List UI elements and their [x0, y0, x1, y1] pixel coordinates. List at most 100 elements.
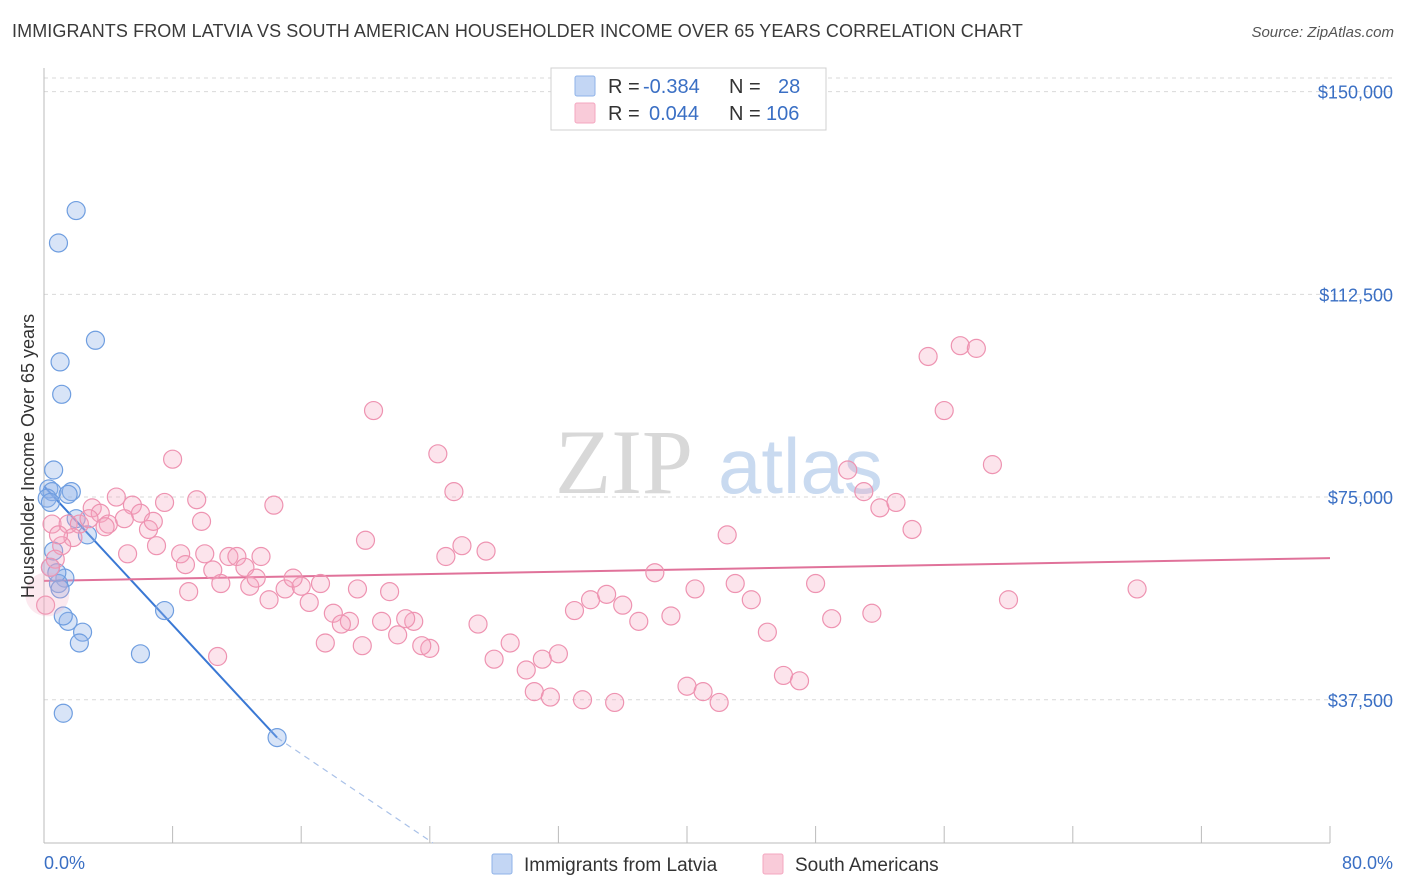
point-south-american: [264, 495, 284, 515]
point-south-american: [371, 611, 392, 631]
point-south-american: [40, 557, 61, 577]
point-south-american: [597, 584, 617, 604]
point-south-american: [516, 660, 536, 680]
point-south-american: [564, 600, 585, 621]
bottom-legend-swatch-pink: [762, 853, 784, 875]
point-south-american: [677, 676, 697, 696]
data-points: [25, 200, 1147, 748]
point-south-american: [299, 592, 319, 613]
point-south-american: [862, 603, 882, 623]
point-south-american: [870, 498, 890, 518]
point-south-american: [36, 595, 56, 615]
point-south-american: [275, 579, 295, 599]
point-south-american: [388, 625, 408, 645]
point-south-american: [580, 590, 601, 610]
point-south-american: [171, 544, 191, 564]
point-south-american: [685, 579, 705, 599]
point-south-american: [805, 573, 826, 594]
bottom-legend-label-blue: Immigrants from Latvia: [524, 855, 718, 876]
point-south-american: [789, 671, 810, 691]
point-south-american: [363, 400, 384, 421]
point-south-american: [645, 563, 665, 583]
point-south-american: [291, 576, 311, 596]
point-south-american: [251, 546, 271, 567]
point-latvia: [77, 525, 98, 545]
point-latvia: [53, 703, 73, 723]
point-south-american: [48, 525, 69, 545]
point-south-american: [886, 492, 906, 513]
point-south-american: [114, 509, 134, 529]
point-latvia: [50, 579, 70, 599]
y-tick-label: $112,500: [1319, 285, 1393, 305]
point-south-american: [412, 636, 432, 656]
legend-r-value-blue: -0.384: [643, 76, 700, 98]
point-south-american: [757, 622, 777, 642]
point-south-american: [355, 530, 376, 550]
point-south-american: [179, 582, 199, 602]
point-south-american: [605, 692, 625, 713]
point-latvia: [85, 330, 106, 350]
trend-lines: [43, 485, 1331, 844]
point-latvia: [69, 633, 89, 653]
point-south-american: [741, 590, 761, 610]
point-south-american: [246, 568, 266, 588]
point-south-american: [154, 492, 175, 513]
watermark: ZIP atlas: [555, 411, 883, 513]
point-south-american: [484, 649, 504, 669]
point-south-american: [117, 544, 138, 564]
legend-n-label-pink: N =: [729, 103, 761, 125]
point-south-american: [175, 555, 196, 575]
point-south-american: [838, 460, 858, 480]
bottom-legend-swatch-blue: [491, 853, 513, 875]
point-latvia: [48, 233, 69, 253]
point-latvia: [130, 644, 151, 664]
x-tick-label-end: 80.0%: [1342, 853, 1393, 873]
point-south-american: [444, 482, 464, 502]
point-south-american: [143, 511, 163, 531]
point-south-american: [219, 546, 239, 567]
watermark-zip: ZIP: [555, 411, 693, 513]
point-south-american: [822, 609, 842, 629]
point-south-american: [1127, 579, 1147, 599]
point-south-american: [208, 646, 228, 667]
point-south-american: [163, 449, 183, 469]
point-south-american: [548, 644, 569, 664]
legend-r-label-pink: R =: [608, 103, 640, 125]
x-tick-labels: 0.0% 80.0%: [44, 853, 1393, 873]
point-latvia: [50, 352, 70, 372]
point-south-american: [106, 487, 126, 507]
point-south-american: [902, 519, 922, 540]
point-south-american: [283, 568, 303, 588]
bottom-legend: Immigrants from Latvia South Americans: [491, 853, 939, 876]
point-south-american: [187, 490, 207, 510]
x-tick-label-start: 0.0%: [44, 853, 85, 873]
point-south-american: [982, 455, 1003, 475]
point-south-american: [396, 609, 416, 629]
point-south-american: [854, 482, 874, 502]
point-south-american: [532, 649, 552, 669]
point-south-american: [227, 546, 247, 567]
chart-source: Source: ZipAtlas.com: [1251, 24, 1394, 41]
point-south-american: [452, 536, 472, 556]
point-south-american: [352, 636, 372, 656]
point-latvia: [53, 606, 73, 626]
point-south-american: [613, 595, 633, 615]
point-south-american: [63, 527, 83, 548]
legend-swatch-blue: [574, 75, 596, 97]
point-latvia: [66, 200, 86, 221]
point-south-american: [146, 536, 167, 556]
point-latvia: [267, 727, 287, 748]
trend-line-south-american: [43, 557, 1331, 582]
point-south-american: [310, 573, 331, 594]
y-tick-label: $150,000: [1318, 83, 1393, 103]
legend-n-value-blue: 28: [778, 76, 800, 98]
point-south-american: [323, 603, 343, 623]
point-south-american: [211, 573, 231, 594]
point-south-american: [717, 525, 737, 545]
point-south-american: [191, 511, 212, 531]
point-south-american: [428, 444, 448, 464]
legend-box: R = -0.384 N = 28 R = 0.044 N = 106: [550, 67, 827, 131]
point-latvia: [44, 460, 64, 480]
point-latvia: [154, 600, 175, 621]
y-tick-label: $37,500: [1328, 691, 1393, 711]
